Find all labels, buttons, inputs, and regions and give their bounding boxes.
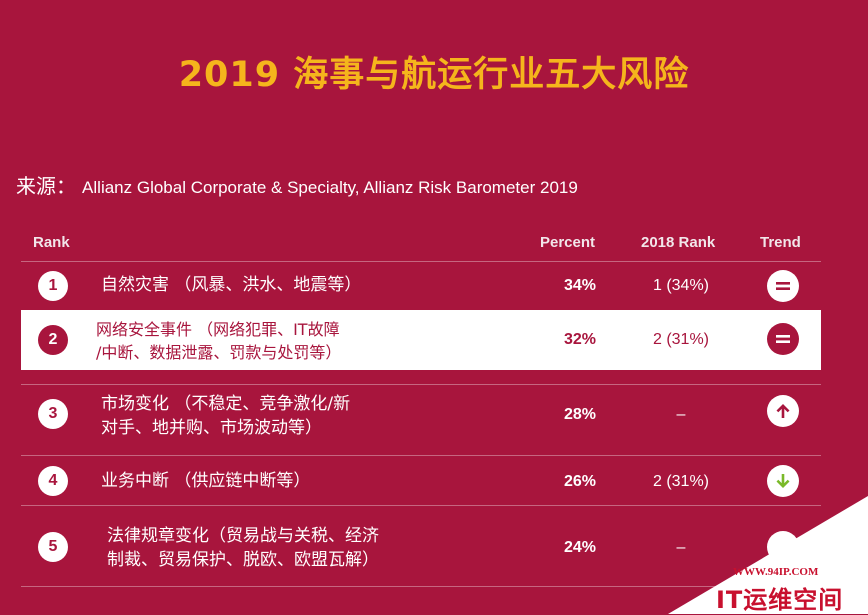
- source-line: 来源： Allianz Global Corporate & Specialty…: [16, 170, 578, 199]
- table-row-highlighted: 2 网络安全事件 （网络犯罪、IT故障 /中断、数据泄露、罚款与处罚等） 32%…: [21, 310, 821, 370]
- equals-icon: [767, 323, 799, 355]
- percent-value: 32%: [563, 331, 597, 348]
- risk-description: 网络安全事件 （网络犯罪、IT故障 /中断、数据泄露、罚款与处罚等）: [96, 318, 341, 364]
- rank-2018-value: –: [676, 406, 686, 423]
- risk-line: 制裁、贸易保护、脱欧、欧盟瓦解）: [107, 550, 379, 570]
- header-2018-rank: 2018 Rank: [641, 234, 716, 251]
- arrow-up-icon: [767, 395, 799, 427]
- header-rank: Rank: [33, 234, 70, 251]
- rank-2018-value: 1 (34%): [652, 277, 710, 294]
- watermark-name: IT运维空间: [716, 586, 844, 614]
- header-percent: Percent: [540, 234, 596, 251]
- rank-badge: 3: [38, 399, 68, 429]
- risk-line: 市场变化 （不稳定、竞争激化/新: [101, 394, 351, 414]
- percent-value: 26%: [563, 473, 597, 490]
- watermark-background: [668, 496, 868, 614]
- risk-description: 自然灾害 （风暴、洪水、地震等）: [101, 273, 361, 297]
- arrow-down-icon: [767, 465, 799, 497]
- table-row: 1 自然灾害 （风暴、洪水、地震等） 34% 1 (34%): [21, 261, 821, 310]
- risk-line: 业务中断 （供应链中断等）: [101, 471, 311, 491]
- rank-badge: 1: [38, 271, 68, 301]
- header-trend: Trend: [760, 234, 801, 251]
- table-row: 4 业务中断 （供应链中断等） 26% 2 (31%): [21, 455, 821, 505]
- source-label: 来源：: [16, 174, 76, 198]
- rank-badge: 4: [38, 466, 68, 496]
- risk-description: 市场变化 （不稳定、竞争激化/新 对手、地并购、市场波动等）: [101, 392, 350, 440]
- rank-badge: 5: [38, 532, 68, 562]
- source-text: Allianz Global Corporate & Specialty, Al…: [82, 178, 578, 197]
- table-bottom-divider: [21, 586, 821, 587]
- rank-2018-value: 2 (31%): [652, 473, 710, 490]
- risk-line: 网络安全事件 （网络犯罪、IT故障: [96, 320, 340, 339]
- percent-value: 24%: [563, 539, 597, 556]
- risk-line: 自然灾害 （风暴、洪水、地震等）: [101, 275, 362, 295]
- risk-description: 法律规章变化（贸易战与关税、经济 制裁、贸易保护、脱欧、欧盟瓦解）: [107, 524, 379, 572]
- risk-line: 法律规章变化（贸易战与关税、经济: [107, 526, 379, 546]
- risk-line: /中断、数据泄露、罚款与处罚等）: [96, 343, 342, 362]
- page-title: 2019 海事与航运行业五大风险: [178, 55, 690, 95]
- watermark-url: WWW.94IP.COM: [733, 566, 819, 578]
- risk-line: 对手、地并购、市场波动等）: [101, 418, 322, 438]
- percent-value: 28%: [563, 406, 597, 423]
- percent-value: 34%: [563, 277, 597, 294]
- rank-badge: 2: [38, 325, 68, 355]
- equals-icon: [767, 270, 799, 302]
- rank-2018-value: 2 (31%): [652, 331, 710, 348]
- table-row: 3 市场变化 （不稳定、竞争激化/新 对手、地并购、市场波动等） 28% –: [21, 384, 821, 455]
- risk-description: 业务中断 （供应链中断等）: [101, 469, 310, 493]
